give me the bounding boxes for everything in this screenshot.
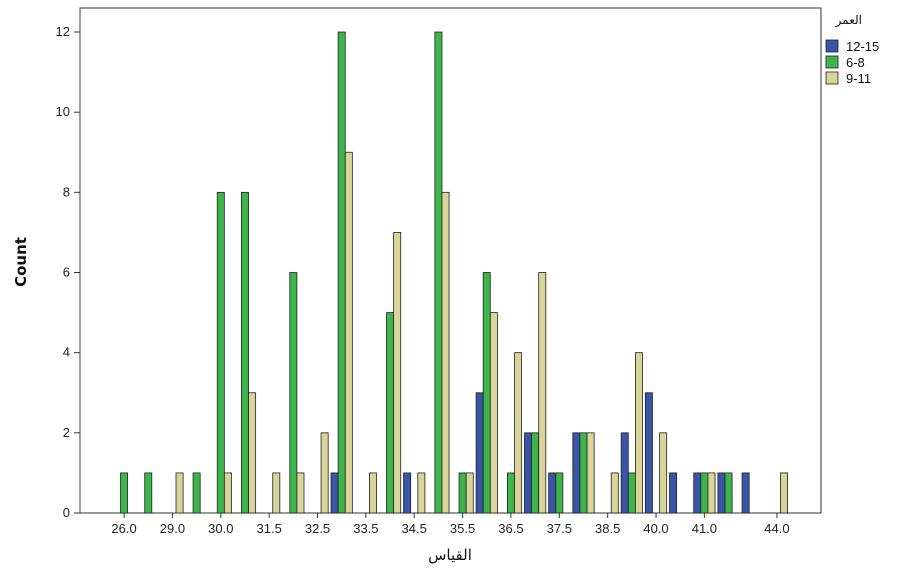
- x-tick-label: 36.5: [498, 521, 523, 536]
- legend-label-9-11: 9-11: [846, 71, 871, 86]
- bar-9-11-39.0: [634, 352, 643, 514]
- x-axis: 26.0 29.0 30.0 31.5 32.5 33.5 34.5 35.5 36.5 37.5…: [111, 513, 790, 536]
- bar-9-11-31.5: [272, 472, 281, 514]
- x-tick-label: 41.0: [692, 521, 717, 536]
- bar-6-8-37.0: [531, 432, 540, 514]
- bar-12-15-36.0: [475, 392, 484, 514]
- bar-9-11-33.0: [344, 151, 353, 514]
- legend-label-12-15: 12-15: [846, 39, 879, 54]
- bar-9-11-44.0: [780, 472, 788, 514]
- x-tick-label: 34.5: [402, 521, 427, 536]
- bar-9-11-40.0: [659, 432, 668, 514]
- bar-9-11-33.5: [369, 472, 377, 514]
- bar-9-11-41.0: [707, 472, 716, 514]
- x-tick-label: 33.5: [353, 521, 378, 536]
- bar-12-15-43.0: [741, 472, 750, 514]
- bar-12-15-37.5: [548, 472, 557, 514]
- bar-6-8-32.0: [289, 272, 298, 514]
- bar-6-8-38.0: [579, 432, 588, 514]
- legend-swatch-6-8: [825, 55, 839, 69]
- bar-12-15-40.0: [644, 392, 653, 514]
- bar-9-11-32.5: [320, 432, 329, 514]
- bar-6-8-35.0: [434, 31, 443, 514]
- legend-swatch-12-15: [825, 39, 839, 53]
- x-axis-title: القياس: [428, 546, 472, 564]
- x-tick-label: 30.0: [208, 521, 233, 536]
- bar-9-11-30.0: [223, 472, 232, 514]
- plot-area: [79, 7, 822, 514]
- y-tick-label: 6: [63, 265, 70, 280]
- x-tick-label: 35.5: [450, 521, 475, 536]
- y-axis-title: Count: [12, 237, 30, 287]
- bar-6-8-36.5: [506, 472, 515, 514]
- bar-9-11-35.0: [441, 191, 450, 514]
- bar-9-11-35.5: [465, 472, 474, 514]
- y-tick-label: 4: [63, 345, 70, 360]
- x-tick-label: 32.5: [305, 521, 330, 536]
- bar-12-15-40.5: [669, 472, 678, 514]
- bar-6-8-29.5: [192, 472, 201, 514]
- y-axis: 0 2 4 6 8 10 12: [56, 24, 80, 520]
- bar-12-15-41.5: [717, 472, 726, 514]
- legend: العمر 12-156-89-11: [825, 13, 879, 86]
- legend-swatch-9-11: [825, 71, 839, 85]
- bar-12-15-38.0: [572, 432, 581, 514]
- bar-9-11-36.0: [489, 312, 498, 514]
- x-tick-label: 38.5: [595, 521, 620, 536]
- bar-6-8-26.0: [120, 472, 129, 514]
- bar-6-8-31.0: [241, 191, 249, 514]
- x-tick-label: 37.5: [547, 521, 572, 536]
- bar-9-11-31.0: [248, 392, 257, 514]
- x-tick-label: 31.5: [257, 521, 282, 536]
- bar-6-8-39.0: [627, 472, 636, 514]
- x-tick-label: 44.0: [764, 521, 789, 536]
- bar-12-15-39.0: [620, 432, 629, 514]
- bar-6-8-37.5: [555, 472, 564, 514]
- bar-12-15-41.0: [693, 472, 702, 514]
- bar-12-15-33.0: [330, 472, 339, 514]
- bar-9-11-29.0: [175, 472, 184, 514]
- bar-9-11-38.5: [610, 472, 619, 514]
- x-tick-label: 26.0: [111, 521, 136, 536]
- bar-6-8-41.0: [700, 472, 709, 514]
- bar-6-8-34.0: [386, 312, 395, 514]
- bars-group: [120, 31, 788, 514]
- y-tick-label: 10: [56, 104, 70, 119]
- bar-6-8-35.5: [458, 472, 467, 514]
- bar-12-15-34.5: [403, 472, 412, 514]
- bar-9-11-32.0: [296, 472, 305, 514]
- bar-9-11-37.0: [538, 272, 547, 514]
- y-tick-label: 8: [63, 184, 70, 199]
- legend-label-6-8: 6-8: [846, 55, 865, 70]
- bar-6-8-36.0: [482, 272, 491, 514]
- y-tick-label: 0: [63, 505, 70, 520]
- bar-9-11-36.5: [514, 352, 523, 514]
- legend-title: العمر: [835, 13, 862, 28]
- bar-12-15-37.0: [524, 432, 532, 514]
- y-tick-label: 12: [56, 24, 70, 39]
- x-tick-label: 29.0: [160, 521, 185, 536]
- x-tick-label: 40.0: [643, 521, 668, 536]
- bar-6-8-28.0: [144, 472, 153, 514]
- bar-6-8-30.0: [216, 191, 225, 514]
- y-tick-label: 2: [63, 425, 70, 440]
- bar-6-8-33.0: [337, 31, 346, 514]
- bar-9-11-34.5: [417, 472, 426, 514]
- bar-9-11-38.0: [586, 432, 595, 514]
- bar-9-11-34.0: [393, 232, 402, 514]
- bar-6-8-41.5: [724, 472, 733, 514]
